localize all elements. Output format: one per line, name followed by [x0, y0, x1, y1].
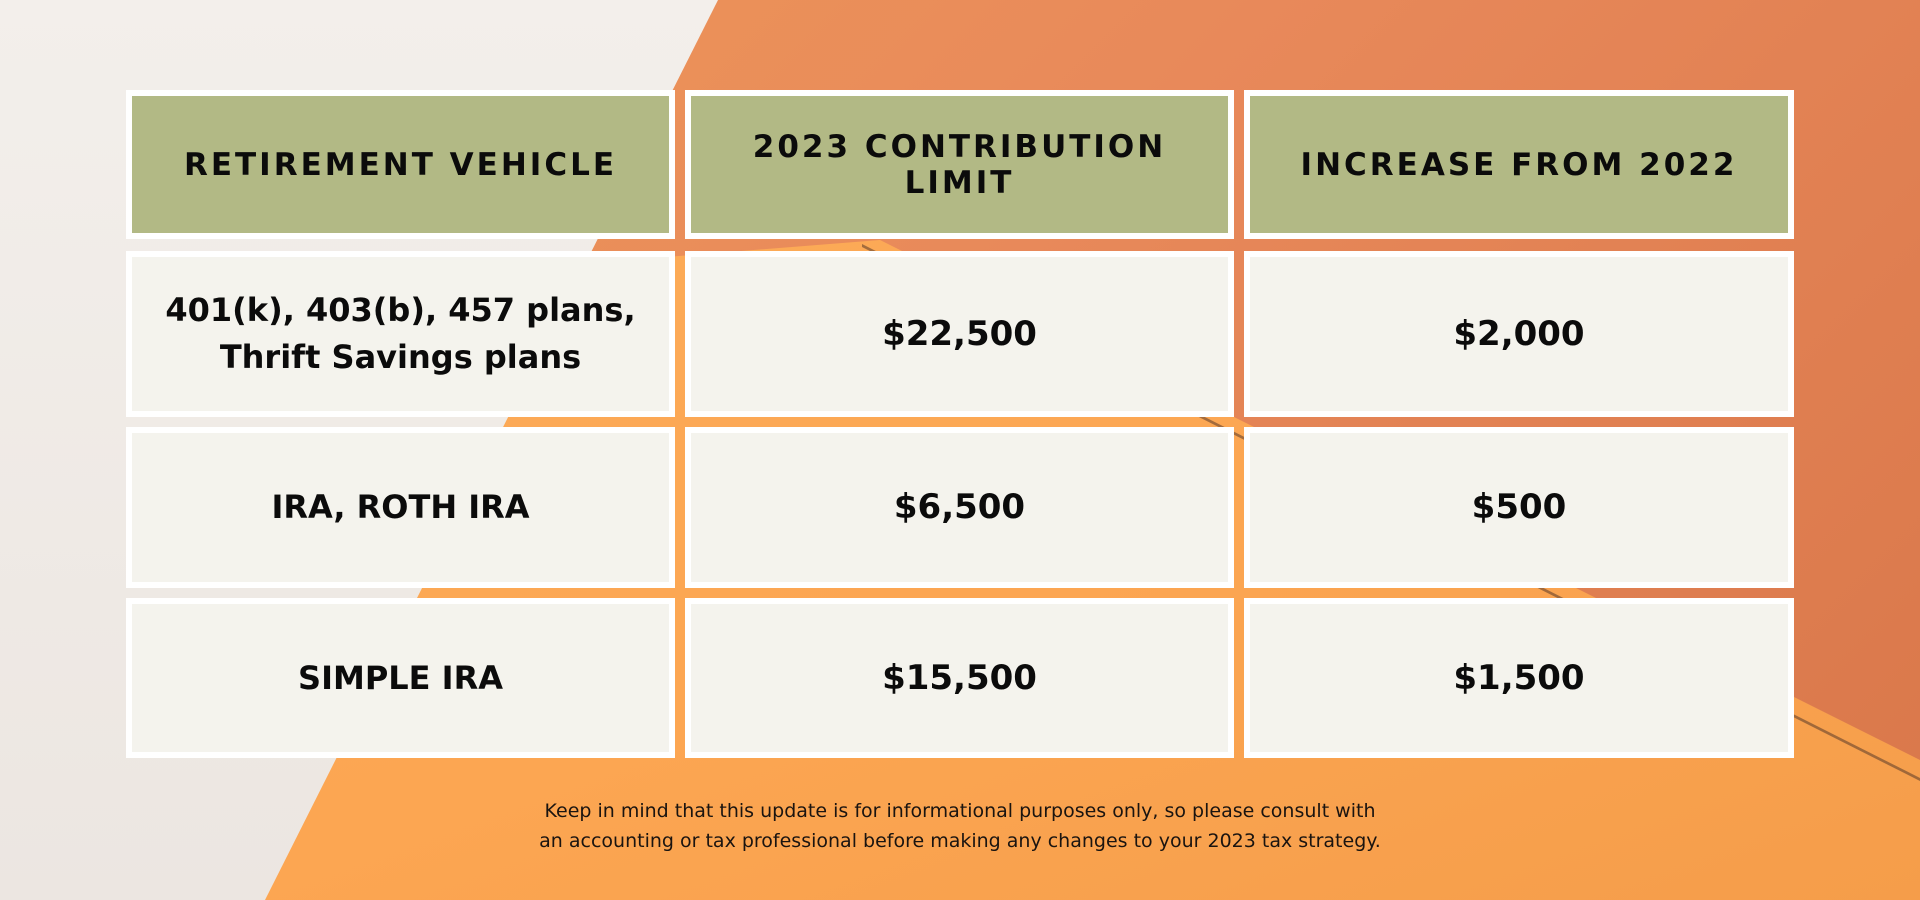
header-increase: INCREASE FROM 2022 [1244, 90, 1794, 239]
disclaimer-note: Keep in mind that this update is for inf… [539, 800, 1381, 852]
row-1-vehicle: 401(k), 403(b), 457 plans, Thrift Saving… [126, 251, 675, 417]
row-3-limit: $15,500 [685, 598, 1234, 758]
row-3-increase: $1,500 [1244, 598, 1794, 758]
row-2-vehicle: IRA, ROTH IRA [126, 427, 675, 588]
row-1-increase: $2,000 [1244, 251, 1794, 417]
header-contribution-limit: 2023 CONTRIBUTION LIMIT [685, 90, 1234, 239]
header-retirement-vehicle: RETIREMENT VEHICLE [126, 90, 675, 239]
row-2-increase: $500 [1244, 427, 1794, 588]
row-1-limit: $22,500 [685, 251, 1234, 417]
contribution-limits-table: RETIREMENT VEHICLE 2023 CONTRIBUTION LIM… [126, 90, 1794, 758]
row-2-limit: $6,500 [685, 427, 1234, 588]
row-3-vehicle: SIMPLE IRA [126, 598, 675, 758]
